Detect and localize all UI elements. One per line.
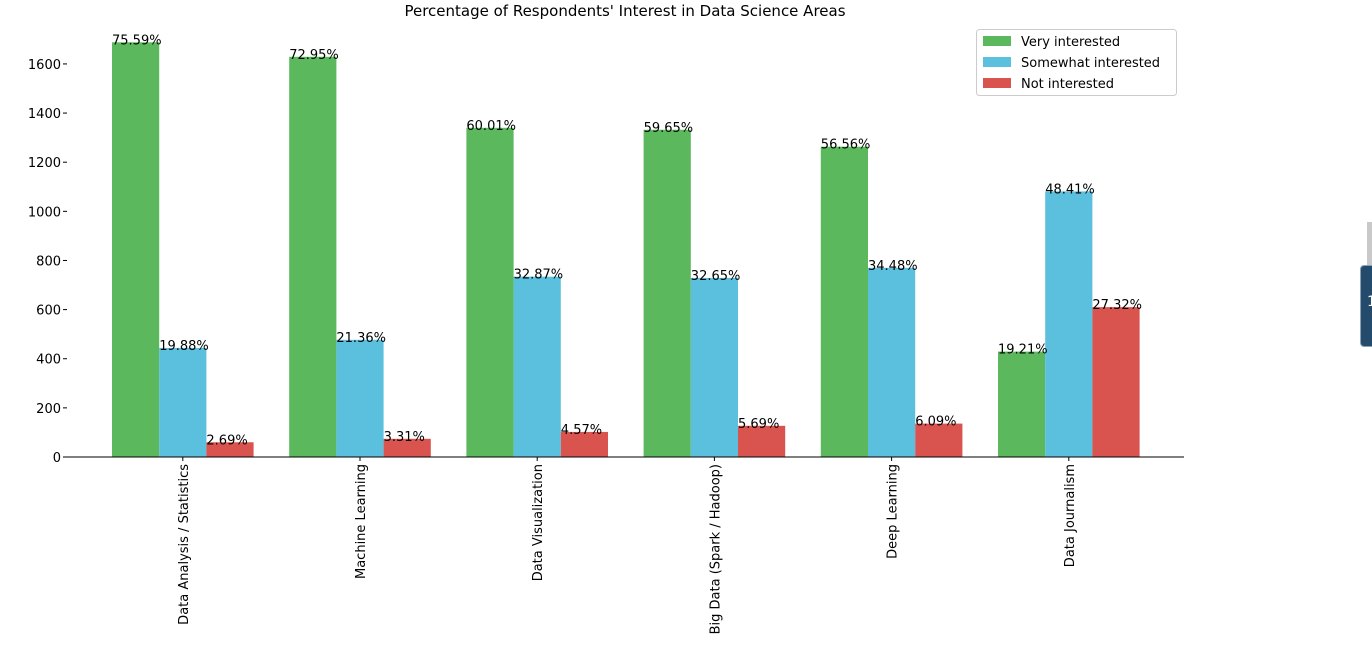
- bar: [998, 351, 1046, 457]
- bar: [466, 127, 514, 458]
- y-tick-label: 1600: [28, 58, 61, 73]
- bar: [868, 267, 916, 457]
- bar-value-label: 32.87%: [514, 268, 564, 283]
- legend: Very interested Somewhat interested Not in…: [976, 29, 1177, 96]
- bar: [336, 339, 384, 457]
- x-tick-label: Deep Learning: [886, 464, 901, 559]
- bar: [1045, 191, 1093, 457]
- bar: [112, 42, 160, 457]
- side-panel-toggle-label: 1: [1367, 294, 1372, 310]
- bar-value-label: 2.69%: [206, 433, 247, 448]
- legend-label: Not interested: [1021, 77, 1114, 92]
- bar-value-label: 59.65%: [644, 121, 694, 136]
- y-tick-label: 0: [53, 451, 61, 466]
- y-tick-label: 1000: [28, 205, 61, 220]
- bar-value-label: 75.59%: [112, 33, 162, 48]
- legend-label: Somewhat interested: [1021, 56, 1160, 71]
- y-tick-label: 200: [36, 402, 61, 417]
- y-tick-label: 600: [36, 304, 61, 319]
- bar: [560, 431, 608, 457]
- x-axis: Data Analysis / Statistics Machine Learni…: [67, 456, 1184, 634]
- bar-value-label: 48.41%: [1045, 182, 1095, 197]
- bar-value-label: 5.69%: [738, 417, 779, 432]
- y-axis: 0 200 400 600 800 1000 1200 1400 1600: [28, 58, 67, 466]
- bar: [738, 425, 786, 457]
- bar: [690, 277, 738, 457]
- x-tick-label: Data Journalism: [1063, 464, 1078, 567]
- bar-value-label: 56.56%: [821, 138, 871, 153]
- bar: [915, 423, 963, 457]
- legend-box: [976, 29, 1177, 96]
- bar-value-label: 3.31%: [384, 430, 425, 445]
- bar: [643, 129, 691, 457]
- x-tick-label: Data Visualization: [531, 464, 546, 581]
- bar-value-label: 34.48%: [868, 259, 918, 274]
- bar: [820, 146, 868, 457]
- bar-value-label: 72.95%: [289, 48, 339, 63]
- bar: [159, 347, 207, 457]
- legend-swatch: [983, 36, 1011, 46]
- x-tick-label: Data Analysis / Statistics: [177, 464, 192, 625]
- bar: [513, 276, 561, 457]
- x-tick-label: Big Data (Spark / Hadoop): [708, 464, 723, 634]
- bar: [1092, 307, 1140, 457]
- chart-title: Percentage of Respondents' Interest in D…: [404, 2, 845, 20]
- bar: [289, 56, 337, 458]
- bar-value-label: 32.65%: [691, 269, 741, 284]
- bar-value-label: 19.88%: [159, 339, 209, 354]
- bar-value-label: 6.09%: [915, 415, 956, 430]
- bar-labels-group: 75.59% 19.88% 2.69% 72.95% 21.36% 3.31% 60.01%…: [112, 33, 1142, 448]
- bar-value-label: 4.57%: [561, 423, 602, 438]
- legend-swatch: [983, 57, 1011, 67]
- side-panel-toggle[interactable]: 1: [1360, 265, 1372, 347]
- scrollbar-thumb[interactable]: [1367, 222, 1372, 284]
- y-tick-label: 1200: [28, 156, 61, 171]
- bars-group: [112, 42, 1140, 458]
- x-tick-label: Machine Learning: [354, 464, 369, 579]
- bar-value-label: 27.32%: [1092, 298, 1142, 313]
- bar-value-label: 21.36%: [336, 331, 386, 346]
- bar: [383, 438, 431, 457]
- bar-value-label: 60.01%: [466, 119, 516, 134]
- y-tick-label: 1400: [28, 107, 61, 122]
- legend-swatch: [983, 78, 1011, 88]
- y-tick-label: 800: [36, 254, 61, 269]
- bar: [206, 442, 254, 457]
- y-tick-label: 400: [36, 353, 61, 368]
- legend-label: Very interested: [1021, 35, 1120, 50]
- bar-value-label: 19.21%: [998, 343, 1048, 358]
